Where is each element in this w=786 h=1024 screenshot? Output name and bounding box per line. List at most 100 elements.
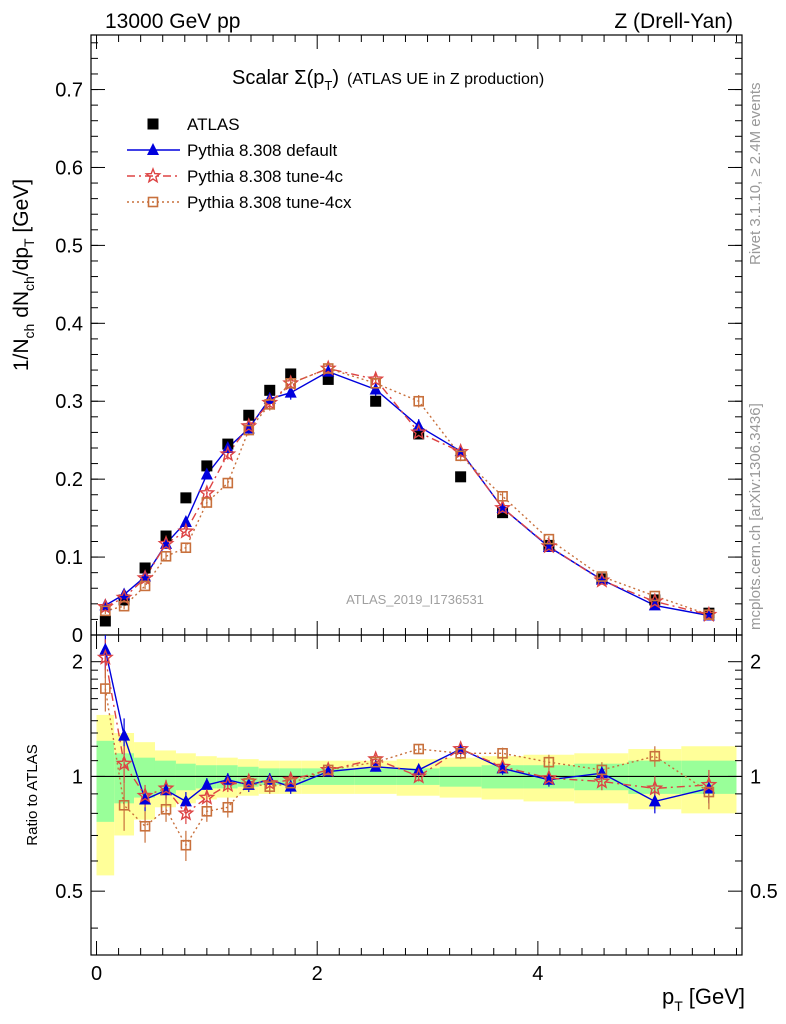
main-marker <box>200 467 213 480</box>
legend-marker <box>147 196 159 208</box>
ratio-marker <box>96 648 114 665</box>
legend-label: Pythia 8.308 tune-4c <box>187 167 343 186</box>
main-marker <box>543 533 555 545</box>
ratio-marker <box>543 756 555 768</box>
main-marker <box>222 477 234 489</box>
ratio-marker <box>540 769 558 786</box>
ratio-y-tick-label-right: 0.5 <box>750 881 778 903</box>
ratio-marker <box>497 747 508 759</box>
main-marker <box>157 534 175 552</box>
ratio-marker <box>198 788 216 805</box>
main-marker <box>100 605 111 617</box>
main-marker <box>497 490 508 502</box>
ratio-marker <box>219 775 237 793</box>
analysis-watermark: ATLAS_2019_I1736531 <box>346 592 484 607</box>
ratio-y-tick-label: 2 <box>72 652 83 674</box>
main-marker <box>703 609 715 621</box>
ratio-y-axis-label: Ratio to ATLAS <box>24 744 41 845</box>
legend-label: Pythia 8.308 default <box>187 141 338 160</box>
main-y-axis: 0 0.1 0.2 0.3 0.4 0.5 0.6 0.7 <box>55 42 742 647</box>
ratio-marker <box>264 781 276 792</box>
ratio-plot-frame <box>90 634 743 956</box>
ratio-marker <box>201 806 213 817</box>
ratio-marker <box>596 764 608 776</box>
main-marker <box>96 598 114 615</box>
main-marker <box>243 424 255 436</box>
ratio-marker <box>261 774 279 791</box>
main-marker <box>160 550 172 562</box>
main-marker <box>322 363 334 374</box>
y-label-sub2: ch <box>21 276 37 291</box>
x-label-main: p <box>662 984 674 1009</box>
main-marker <box>177 522 195 539</box>
legend-label: ATLAS <box>187 115 240 134</box>
plot-title-close: ) <box>332 67 339 89</box>
main-marker <box>455 471 467 483</box>
x-axis: 0 2 4 <box>91 35 737 985</box>
main-marker <box>139 580 151 592</box>
main-marker <box>201 460 213 472</box>
y-label-unit: [GeV] <box>10 179 33 239</box>
legend-marker <box>147 143 159 155</box>
main-marker <box>264 399 276 410</box>
x-label-unit: [GeV] <box>689 984 745 1009</box>
plot-title: Scalar Σ(pT) (ATLAS UE in Z production) <box>232 67 544 93</box>
main-marker <box>596 571 608 582</box>
main-y-tick-label: 0.3 <box>55 391 83 413</box>
ratio-marker <box>370 756 381 768</box>
main-series-line <box>104 367 710 616</box>
legend-marker <box>147 118 159 130</box>
main-marker <box>99 615 111 627</box>
ratio-y-tick-label-right: 2 <box>750 652 761 674</box>
main-marker <box>219 445 237 462</box>
ratio-marker <box>222 801 234 813</box>
y-label-sub3: T <box>21 238 37 247</box>
plot-title-main: Scalar Σ(p <box>232 67 324 89</box>
main-y-tick-label: 0 <box>72 625 83 647</box>
main-marker <box>285 378 297 389</box>
ratio-marker <box>452 740 470 757</box>
ratio-marker <box>243 777 255 789</box>
ratio-marker <box>322 764 334 776</box>
x-axis-label: pT [GeV] <box>662 984 745 1014</box>
ratio-marker <box>282 770 300 788</box>
ratio-marker <box>593 772 611 789</box>
main-series-layer <box>96 359 718 627</box>
main-marker <box>455 450 466 462</box>
main-marker <box>370 378 381 389</box>
main-marker <box>413 428 425 440</box>
ratio-marker <box>646 779 664 796</box>
ratio-marker <box>177 804 195 821</box>
ratio-series-layer <box>96 635 718 861</box>
main-marker <box>367 370 385 387</box>
main-y-tick-label: 0.5 <box>55 235 83 257</box>
header-left: 13000 GeV pp <box>105 10 240 33</box>
x-tick-label: 0 <box>91 963 102 985</box>
ratio-y-tick-label: 0.5 <box>55 881 83 903</box>
ratio-marker <box>369 759 382 772</box>
main-marker <box>452 442 470 460</box>
green-band-bin <box>134 757 155 798</box>
ratio-marker <box>100 683 111 694</box>
main-marker <box>139 562 151 574</box>
x-tick-label: 2 <box>312 963 323 985</box>
main-marker <box>198 484 216 501</box>
ratio-marker <box>494 757 512 775</box>
main-marker <box>118 600 130 612</box>
main-marker <box>413 395 425 407</box>
main-marker <box>240 417 258 434</box>
legend-marker <box>144 167 162 184</box>
ratio-marker <box>136 786 154 803</box>
main-y-tick-label: 0.4 <box>55 313 83 335</box>
ratio-marker <box>648 794 661 807</box>
ratio-marker <box>200 777 213 790</box>
legend: ATLAS Pythia 8.308 default Pythia 8.308 tu… <box>127 115 352 212</box>
main-series-line <box>104 370 710 617</box>
main-marker <box>180 542 192 554</box>
y-label-sub1: ch <box>21 324 37 339</box>
green-band-bin <box>96 740 115 822</box>
ratio-marker <box>118 728 131 741</box>
ratio-marker <box>179 794 192 807</box>
y-label-part1: 1/N <box>10 338 33 371</box>
